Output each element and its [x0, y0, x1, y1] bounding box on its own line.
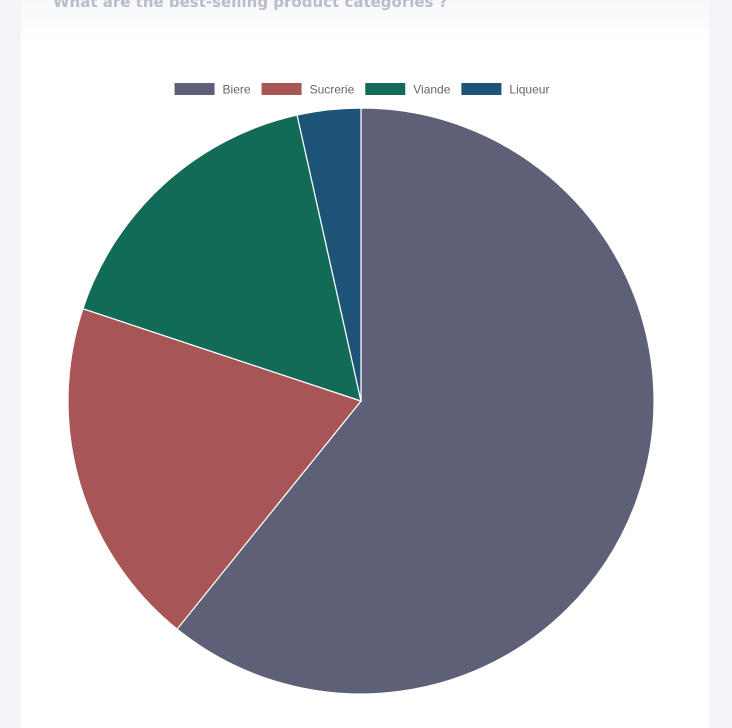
legend-swatch — [261, 83, 302, 95]
pie-chart: Biere Sucrerie Viande Liqueur — [67, 83, 655, 695]
legend-label: Viande — [413, 83, 450, 97]
legend-swatch — [365, 83, 406, 95]
pie-slice-sucrerie[interactable] — [67, 307, 363, 630]
chart-legend: Biere Sucrerie Viande Liqueur — [174, 83, 549, 97]
legend-item-liqueur[interactable]: Liqueur — [461, 83, 549, 97]
chart-card: What are the best-selling product catego… — [21, 0, 709, 728]
legend-label: Biere — [223, 83, 251, 97]
legend-item-sucrerie[interactable]: Sucrerie — [261, 83, 355, 97]
legend-label: Sucrerie — [310, 83, 355, 97]
legend-label: Liqueur — [509, 83, 549, 97]
pie-slice-liqueur[interactable] — [296, 107, 362, 402]
legend-item-viande[interactable]: Viande — [365, 83, 451, 97]
legend-swatch — [174, 83, 215, 95]
legend-swatch — [461, 83, 502, 95]
legend-item-biere[interactable]: Biere — [174, 83, 251, 97]
pie-slice-biere[interactable] — [176, 107, 655, 695]
pie-slices — [67, 107, 655, 695]
pie-slice-viande[interactable] — [82, 114, 362, 402]
card-header: What are the best-selling product catego… — [21, 0, 709, 40]
card-title: What are the best-selling product catego… — [53, 0, 448, 11]
